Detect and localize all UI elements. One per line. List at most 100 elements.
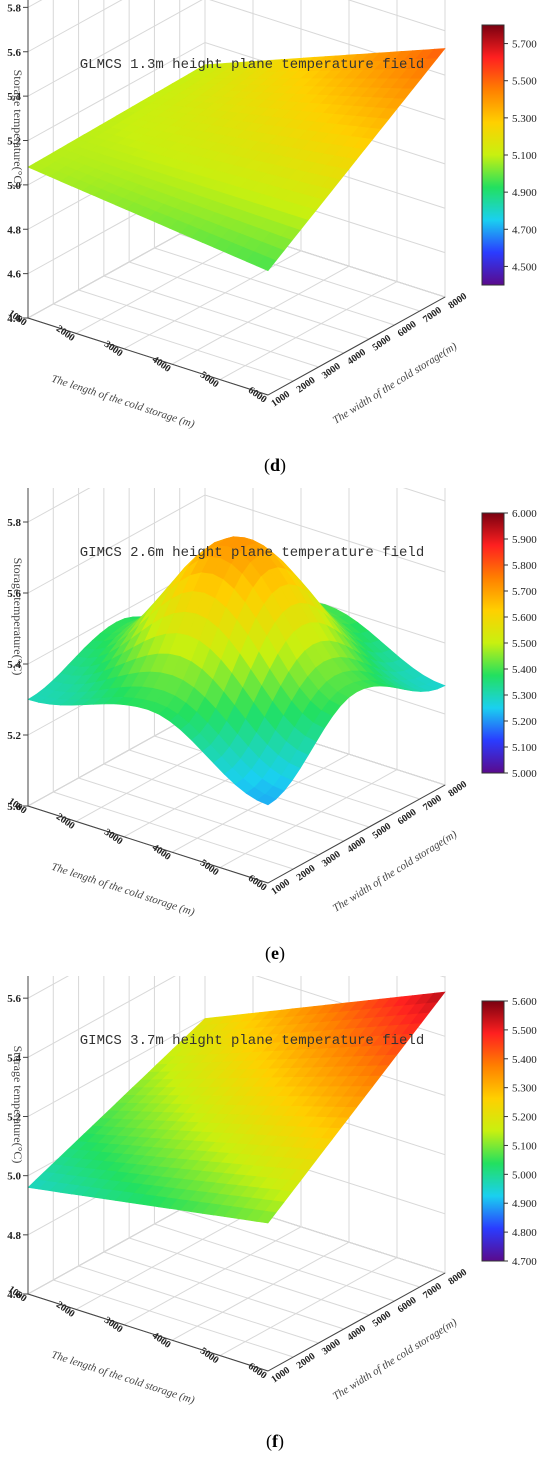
z-tick-label: 5.6 [7, 993, 21, 1005]
z-tick-label: 5.0 [7, 801, 21, 813]
panel-e: 5.05.25.45.65.86.01000200030004000500060… [0, 488, 550, 976]
panel-f: 4.64.85.05.25.45.65.81000200030004000500… [0, 976, 550, 1465]
plot-area: 4.64.85.05.25.45.65.81000200030004000500… [6, 976, 469, 1407]
colorbar-tick-label: 5.300 [512, 690, 537, 702]
caption-d: (d) [263, 455, 286, 475]
grid-y-line [153, 0, 395, 326]
colorbar-tick-label: 5.400 [512, 664, 537, 676]
x-tick-label: 1000 [6, 308, 29, 328]
surface [27, 48, 446, 272]
z-tick-label: 5.8 [7, 2, 21, 14]
grid-z-line [27, 0, 446, 97]
z-axis-title: Storage temperature(°C) [11, 558, 25, 676]
grid-y-line [179, 0, 420, 312]
surface-chart-e: 5.05.25.45.65.86.01000200030004000500060… [6, 488, 537, 919]
caption-label-f: f [272, 1431, 278, 1451]
colorbar-tick-label: 4.700 [512, 224, 537, 236]
grid-y-line [52, 0, 294, 382]
colorbar-tick-label: 5.900 [512, 534, 537, 546]
colorbar-tick-label: 5.100 [512, 742, 537, 754]
x-axis-title: The length of the cold storage (m) [50, 1349, 196, 1407]
caption-label-d: d [269, 455, 280, 475]
z-tick-label: 5.2 [7, 730, 21, 742]
colorbar-tick-label: 5.600 [512, 996, 537, 1008]
colorbar-tick-label: 5.600 [512, 612, 537, 624]
y-tick-label: 8000 [446, 1267, 469, 1287]
grid-y-line [103, 488, 345, 842]
z-tick-label: 5.0 [7, 1171, 21, 1183]
z-tick-label: 5.2 [7, 1112, 21, 1124]
z-tick-label: 5.6 [7, 47, 21, 59]
grid-y-line [78, 488, 319, 856]
z-tick-label: 5.2 [7, 136, 21, 148]
surface-chart-d: 4.44.64.85.05.25.45.65.86.01000200030004… [6, 0, 537, 431]
colorbar: 4.700 4.800 4.900 5.000 5.100 5.200 5.300 5.400… [481, 996, 537, 1268]
caption-label-e: e [271, 943, 279, 963]
colorbar: 4.500 4.700 4.900 5.100 5.300 5.500 5.700 [481, 24, 537, 286]
grid-y-line [78, 0, 319, 368]
surface-patch [256, 255, 277, 272]
grid-y-line [153, 488, 395, 814]
colorbar-tick-label: 5.800 [512, 560, 537, 572]
colorbar-tick-label: 5.300 [512, 113, 537, 125]
chart-title: GIMCS 3.7m height plane temperature fiel… [80, 1033, 424, 1049]
surface [27, 536, 446, 806]
z-tick-label: 5.4 [7, 91, 21, 103]
x-axis-line [27, 317, 269, 396]
y-axis-title: The width of the cold storage(m) [331, 340, 460, 427]
z-tick-label: 5.4 [7, 659, 21, 671]
surface-patch [256, 794, 277, 806]
grid-y-line [103, 976, 345, 1330]
surface-patch [256, 1210, 277, 1224]
chart-title: GLMCS 1.3m height plane temperature fiel… [80, 57, 424, 73]
x-tick-label: 1000 [6, 796, 29, 816]
colorbar-tick-label: 5.000 [512, 768, 537, 780]
z-tick-label: 4.4 [7, 313, 21, 325]
z-tick-label: 4.8 [7, 224, 21, 236]
y-tick-label: 8000 [446, 779, 469, 799]
x-axis-line [27, 805, 269, 884]
plot-area: 4.44.64.85.05.25.45.65.86.01000200030004… [6, 0, 469, 431]
colorbar-bar [481, 512, 505, 774]
caption-f: (f) [266, 1431, 284, 1451]
chart-title: GIMCS 2.6m height plane temperature fiel… [80, 545, 424, 561]
y-axis-title: The width of the cold storage(m) [331, 1316, 460, 1403]
z-tick-label: 4.6 [7, 269, 21, 281]
colorbar-tick-label: 5.200 [512, 1112, 537, 1124]
grid-y-line [128, 976, 370, 1316]
grid-y-line [78, 976, 319, 1344]
colorbar-tick-label: 5.100 [512, 1140, 537, 1152]
colorbar-tick-label: 4.700 [512, 1256, 537, 1268]
grid-y-line [103, 0, 345, 354]
caption-e: (e) [265, 943, 285, 963]
colorbar-tick-label: 6.000 [512, 508, 537, 520]
z-tick-label: 4.6 [7, 1289, 21, 1301]
colorbar-tick-label: 5.200 [512, 716, 537, 728]
surface [27, 991, 446, 1224]
colorbar-tick-label: 5.100 [512, 150, 537, 162]
colorbar-tick-label: 5.500 [512, 76, 537, 88]
grid-y-line [128, 488, 370, 828]
z-tick-label: 4.8 [7, 1230, 21, 1242]
z-tick-label: 5.8 [7, 517, 21, 529]
x-axis-title: The length of the cold storage (m) [50, 861, 196, 919]
colorbar-bar [481, 1000, 505, 1262]
surface-chart-f: 4.64.85.05.25.45.65.81000200030004000500… [6, 976, 537, 1407]
colorbar-tick-label: 5.500 [512, 638, 537, 650]
colorbar-tick-label: 5.700 [512, 586, 537, 598]
y-axis-title: The width of the cold storage(m) [331, 828, 460, 915]
z-tick-label: 5.6 [7, 588, 21, 600]
grid-y-line [128, 0, 370, 340]
colorbar-tick-label: 5.400 [512, 1054, 537, 1066]
panel-d: 4.44.64.85.05.25.45.65.86.01000200030004… [0, 0, 550, 488]
colorbar-tick-label: 4.500 [512, 261, 537, 273]
grid-z-line [27, 0, 446, 53]
x-tick-label: 1000 [6, 1284, 29, 1304]
z-tick-label: 5.4 [7, 1052, 21, 1064]
y-tick-label: 8000 [446, 291, 469, 311]
grid-y-line [153, 976, 395, 1302]
z-axis-title: Storage temperature(°C) [11, 70, 25, 188]
colorbar-bar [481, 24, 505, 286]
z-axis-title: Storage temperature(°C) [11, 1046, 25, 1164]
z-tick-label: 5.0 [7, 180, 21, 192]
